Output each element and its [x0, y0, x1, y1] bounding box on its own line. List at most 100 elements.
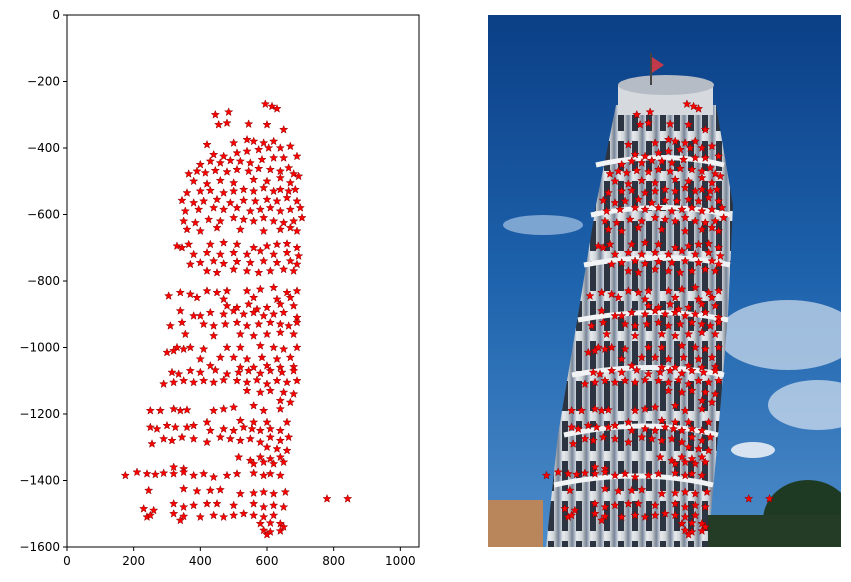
- photo-feature-point: [710, 300, 720, 310]
- scatter-point: [205, 239, 215, 249]
- photo-feature-point: [637, 352, 647, 362]
- photo-feature-point: [583, 420, 593, 430]
- scatter-point: [222, 286, 232, 295]
- photo-feature-point: [670, 174, 680, 184]
- scatter-point: [245, 433, 255, 443]
- photo-feature-point: [620, 469, 630, 478]
- photo-feature-point: [670, 510, 680, 520]
- scatter-point: [289, 389, 299, 398]
- scatter-point: [265, 164, 275, 174]
- scatter-point: [249, 136, 259, 146]
- photo-feature-point: [653, 239, 664, 249]
- photo-feature-point: [703, 445, 714, 455]
- photo-feature-point: [712, 184, 722, 194]
- photo-feature-point: [677, 204, 687, 214]
- photo-feature-point: [630, 256, 640, 265]
- photo-feature-point: [687, 164, 697, 174]
- photo-feature-point: [647, 433, 657, 443]
- photo-feature-point: [640, 187, 650, 197]
- flag: [652, 57, 664, 73]
- scatter-point: [205, 307, 215, 317]
- photo-feature-point: [687, 424, 697, 433]
- photo-feature-point: [598, 317, 608, 327]
- scatter-point: [209, 405, 219, 415]
- scatter-point: [242, 249, 252, 259]
- scatter-point: [202, 247, 212, 257]
- scatter-point: [155, 405, 165, 415]
- photo-feature-point: [693, 257, 704, 267]
- scatter-point: [265, 266, 275, 275]
- photo-feature-point: [653, 375, 664, 385]
- photo-feature-point: [566, 510, 577, 520]
- scatter-point: [219, 294, 229, 304]
- y-tick-label: −600: [27, 208, 60, 222]
- scatter-point: [192, 292, 202, 302]
- photo-feature-point: [642, 319, 652, 329]
- photo-feature-point: [573, 424, 583, 434]
- scatter-point: [162, 347, 172, 357]
- plot-frame: [66, 14, 420, 548]
- scatter-point: [177, 242, 187, 252]
- scatter-point: [229, 402, 239, 412]
- scatter-point: [285, 352, 295, 362]
- photo-feature-point: [700, 217, 710, 227]
- scatter-point: [255, 437, 265, 447]
- scatter-point: [272, 239, 282, 249]
- scatter-point: [189, 198, 199, 207]
- photo-feature-point: [590, 462, 600, 472]
- scatter-point: [252, 375, 262, 385]
- scatter-point: [279, 153, 289, 163]
- scatter-point: [182, 224, 192, 234]
- photo-feature-point: [690, 282, 700, 292]
- scatter-point: [249, 459, 259, 468]
- scatter-point: [282, 247, 292, 257]
- scatter-point: [229, 177, 239, 187]
- scatter-point: [175, 305, 185, 315]
- scatter-point: [255, 452, 265, 462]
- cloud: [731, 442, 775, 458]
- photo-feature-point: [626, 156, 637, 166]
- scatter-point: [272, 354, 282, 364]
- photo-feature-point: [640, 294, 650, 304]
- scatter-point: [259, 212, 269, 222]
- photo-feature-point: [703, 193, 714, 202]
- photo-feature-point: [680, 138, 690, 147]
- photo-feature-point: [612, 217, 622, 227]
- scatter-point: [190, 217, 200, 227]
- photo-feature-point: [697, 184, 707, 194]
- photo-feature-point: [764, 493, 775, 503]
- scatter-point: [229, 425, 239, 435]
- scatter-point: [185, 259, 195, 269]
- x-tick-label: 800: [322, 554, 345, 568]
- scatter-point: [202, 178, 212, 188]
- scatter-point: [275, 362, 285, 372]
- photo-feature-point: [653, 469, 664, 478]
- scatter-point: [222, 342, 232, 352]
- scatter-point: [285, 256, 295, 265]
- photo-feature-point: [677, 437, 687, 447]
- photo-feature-point: [637, 175, 647, 185]
- photo-feature-point: [633, 498, 644, 508]
- photo-feature-point: [677, 518, 687, 528]
- scatter-point: [162, 420, 172, 430]
- photo-feature-point: [588, 435, 598, 445]
- photo-feature-point: [607, 342, 617, 352]
- scatter-point: [255, 284, 265, 294]
- scatter-point: [199, 375, 209, 385]
- scatter-point: [234, 452, 244, 462]
- photo-feature-point: [630, 149, 640, 159]
- photo-feature-point: [710, 168, 720, 178]
- photo-feature-point: [677, 452, 687, 462]
- photo-feature-point: [663, 354, 674, 364]
- scatter-point: [189, 377, 199, 387]
- tower-photo: [488, 15, 841, 547]
- photo-feature-point: [653, 148, 664, 157]
- scatter-point: [192, 486, 202, 496]
- scatter-point: [282, 238, 292, 248]
- scatter-point: [169, 469, 179, 478]
- photo-feature-point: [697, 224, 707, 234]
- scatter-point: [279, 307, 289, 317]
- photo-feature-point: [680, 525, 690, 535]
- cloud: [503, 215, 583, 235]
- photo-feature-point: [687, 432, 697, 442]
